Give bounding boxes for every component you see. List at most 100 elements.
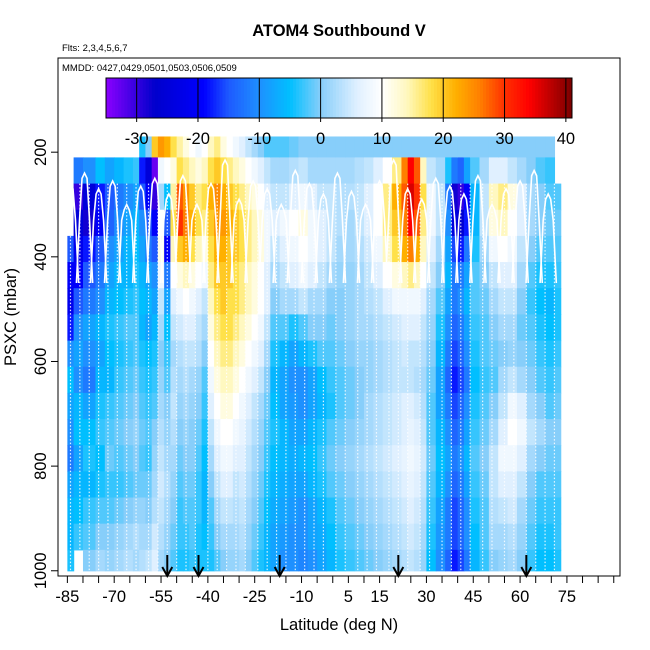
- colorbar-swatch: [207, 78, 211, 118]
- heatmap-cell: [104, 523, 115, 551]
- profile-hump: [539, 192, 558, 284]
- heatmap-cell: [207, 209, 215, 237]
- heatmap-cell: [345, 340, 356, 368]
- colorbar-swatch: [455, 78, 460, 118]
- heatmap-cell: [139, 262, 147, 289]
- heatmap-cell: [382, 392, 393, 420]
- colorbar-swatch: [185, 78, 190, 118]
- heatmap-cell: [317, 235, 328, 263]
- heatmap-cell: [226, 314, 234, 342]
- colorbar-swatch: [243, 78, 248, 118]
- x-tick-label: -10: [290, 588, 314, 606]
- heatmap-cell: [307, 235, 318, 263]
- colorbar-swatch: [136, 78, 141, 118]
- heatmap-cell: [413, 288, 421, 315]
- heatmap-cell: [401, 445, 409, 472]
- heatmap-cell: [189, 314, 196, 342]
- colorbar-swatch: [167, 78, 171, 118]
- heatmap-cell: [554, 314, 562, 342]
- heatmap-cell: [545, 262, 556, 289]
- heatmap-cell: [298, 549, 309, 572]
- colorbar-swatch: [498, 78, 502, 118]
- colorbar-tick-label: 30: [495, 130, 513, 148]
- heatmap-cell: [239, 523, 246, 551]
- profile-hump: [103, 179, 122, 284]
- heatmap-cell: [498, 471, 509, 499]
- heatmap-cell: [413, 157, 421, 185]
- heatmap-cell: [488, 549, 499, 572]
- heatmap-cell: [535, 209, 546, 237]
- heatmap-cell: [157, 209, 165, 237]
- heatmap-cell: [498, 235, 509, 263]
- heatmap-cell: [67, 288, 75, 315]
- heatmap-cell: [182, 340, 190, 368]
- heatmap-cell: [457, 549, 465, 572]
- colorbar-swatch: [109, 78, 113, 118]
- heatmap-cell: [345, 523, 356, 551]
- colorbar-swatch: [234, 78, 239, 118]
- heatmap-cell: [239, 209, 246, 237]
- heatmap-cell: [307, 392, 318, 420]
- heatmap-cell: [220, 392, 228, 420]
- heatmap-cell: [245, 471, 253, 499]
- heatmap-cell: [264, 549, 271, 572]
- heatmap-cell: [232, 497, 240, 525]
- heatmap-cell: [239, 314, 246, 342]
- flight-break-arrow: [392, 555, 405, 579]
- colorbar-swatch: [305, 78, 309, 118]
- profile-hump: [272, 202, 291, 284]
- heatmap-cell: [95, 209, 106, 237]
- heatmap-cell: [170, 340, 178, 368]
- heatmap-cell: [182, 549, 190, 572]
- heatmap-cell: [516, 549, 527, 572]
- heatmap-cell: [151, 136, 159, 159]
- heatmap-cell: [335, 471, 346, 499]
- heatmap-cell: [445, 209, 452, 237]
- colorbar-swatch: [299, 78, 303, 118]
- colorbar-swatch: [559, 78, 564, 118]
- heatmap-cell: [257, 549, 265, 572]
- heatmap-cell: [363, 392, 374, 420]
- heatmap-cell: [279, 419, 290, 446]
- heatmap-cell: [326, 523, 337, 551]
- heatmap-cell: [413, 314, 421, 342]
- flight-profiles: [61, 158, 558, 571]
- heatmap-cell: [251, 497, 259, 525]
- heatmap-cell: [516, 497, 527, 525]
- heatmap-cell: [251, 136, 259, 159]
- heatmap-cell: [345, 314, 356, 342]
- heatmap-cell: [335, 340, 346, 368]
- heatmap-cell: [445, 314, 452, 342]
- profile-hump: [244, 179, 263, 284]
- x-tick-label: 45: [464, 588, 482, 606]
- colorbar-swatch: [412, 78, 417, 118]
- heatmap-cell: [479, 183, 490, 211]
- heatmap-cell: [463, 471, 471, 499]
- heatmap-cell: [392, 523, 403, 551]
- heatmap-cell: [226, 445, 234, 472]
- heatmap-cell: [498, 288, 509, 315]
- colorbar-swatch: [345, 78, 349, 118]
- colorbar-swatch: [565, 78, 570, 118]
- heatmap-cell: [382, 445, 393, 472]
- colorbar-swatch: [311, 78, 315, 118]
- heatmap-cell: [451, 497, 459, 525]
- heatmap-cell: [207, 445, 215, 472]
- heatmap-cell: [82, 183, 97, 211]
- heatmap-cell: [445, 549, 452, 572]
- heatmap-cell: [373, 471, 384, 499]
- heatmap-cell: [407, 136, 415, 159]
- heatmap-cell: [139, 419, 147, 446]
- colorbar-swatch: [188, 78, 193, 118]
- heatmap-cell: [401, 340, 409, 368]
- heatmap-cell: [251, 340, 259, 368]
- heatmap-cell: [214, 157, 221, 185]
- colorbar-swatch: [204, 78, 208, 118]
- colorbar-swatch: [357, 78, 361, 118]
- heatmap-cell: [470, 419, 481, 446]
- heatmap-cell: [195, 392, 203, 420]
- heatmap-cell: [232, 157, 240, 185]
- colorbar-swatch: [553, 78, 558, 118]
- heatmap-cell: [298, 183, 309, 211]
- heatmap-cell: [392, 392, 403, 420]
